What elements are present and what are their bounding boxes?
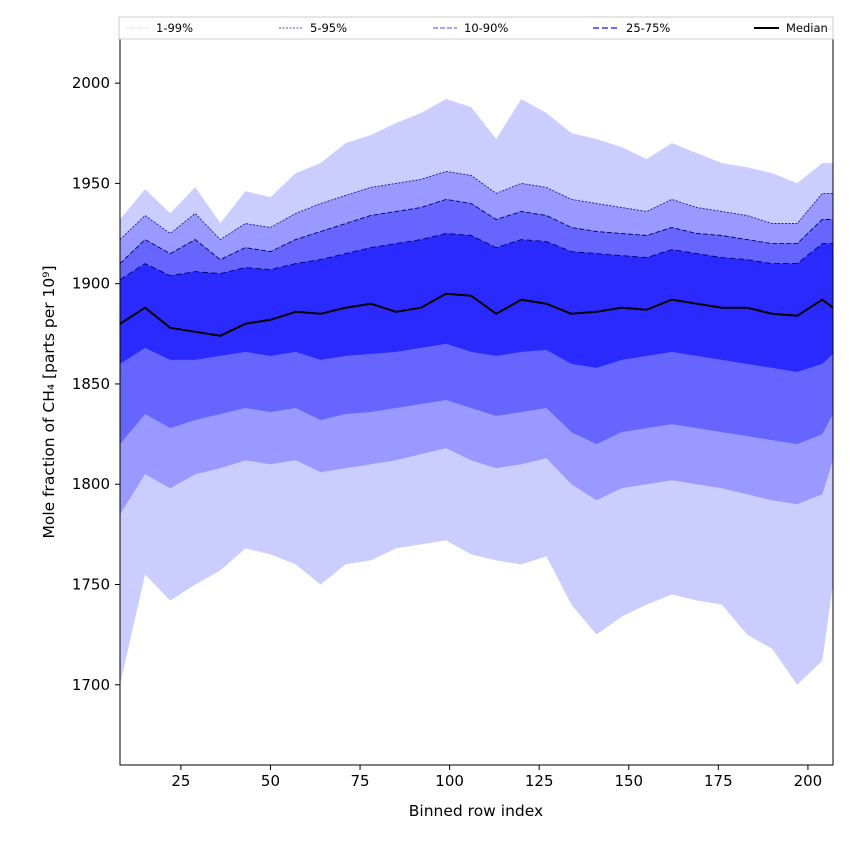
band-upper-edge-1-99pct [119,98,833,225]
legend-label: 5-95% [310,21,347,35]
x-axis: 25 50 75 100 125 150 175 200 [171,765,822,790]
percentile-bands [119,98,833,685]
y-axis-title: Mole fraction of CH₄ [parts per 10⁹] [40,265,58,538]
band-upper-edge-5-95pct [119,170,833,241]
median-series [119,292,834,337]
x-tick-label: 25 [171,772,190,790]
y-tick-label: 1850 [72,375,110,393]
y-tick-label: 1800 [72,475,110,493]
y-axis: 1700 1750 1800 1850 1900 1950 2000 [72,74,120,694]
x-tick-label: 150 [614,772,643,790]
legend-label: 25-75% [626,21,670,35]
band-upper-edge-25-75pct [119,233,833,281]
y-tick-label: 1700 [72,676,110,694]
x-tick-label: 125 [525,772,554,790]
x-tick-label: 175 [704,772,733,790]
x-tick-label: 50 [261,772,280,790]
x-tick-label: 200 [794,772,823,790]
y-tick-label: 2000 [72,74,110,92]
y-tick-label: 1900 [72,275,110,293]
x-axis-title: Binned row index [409,802,543,820]
x-tick-label: 75 [351,772,370,790]
legend-label: 10-90% [464,21,508,35]
legend-label: Median [786,21,828,35]
y-tick-label: 1950 [72,174,110,192]
band-25-75pct [120,233,833,372]
legend: 1-99% 5-95% 10-90% 25-75% Median [118,16,834,40]
legend-box [118,16,834,40]
median-line [119,292,834,337]
y-tick-label: 1750 [72,576,110,594]
band-upper-edge-10-90pct [119,198,833,264]
legend-label: 1-99% [156,21,193,35]
x-tick-label: 100 [435,772,464,790]
